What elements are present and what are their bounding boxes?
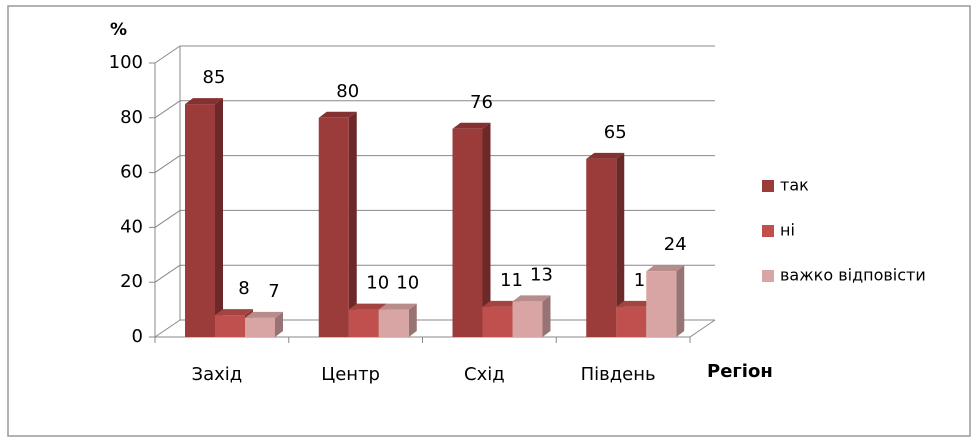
x-tick-label: Захід (192, 364, 243, 385)
bar-top (348, 303, 387, 310)
bar-top (378, 303, 417, 310)
value-label: 11 (500, 270, 523, 291)
value-label: 10 (366, 273, 389, 294)
bar-side (676, 265, 685, 337)
grid-line (154, 264, 181, 283)
legend-label: ні (780, 221, 795, 240)
legend-label: важко відповісти (780, 266, 926, 285)
grid-line (154, 209, 181, 228)
bar-top (586, 152, 625, 159)
bar (452, 128, 483, 337)
bar (215, 315, 245, 337)
y-tick-label: 0 (132, 326, 143, 347)
bar (586, 158, 617, 337)
x-tick-label: Центр (321, 364, 380, 385)
bar-side (616, 152, 625, 337)
bar (616, 306, 647, 337)
y-tick-label: 60 (120, 162, 143, 183)
bar (512, 301, 543, 337)
bar-side (542, 295, 551, 337)
bar (378, 309, 409, 337)
grid-line (154, 155, 181, 174)
y-tick-label: 100 (109, 52, 143, 73)
legend-label: так (780, 176, 809, 195)
value-label: 7 (268, 281, 279, 302)
bar-top (616, 300, 655, 307)
legend-swatch (762, 180, 774, 192)
bar-side (348, 111, 357, 337)
bar-side (408, 303, 417, 337)
value-label: 76 (470, 92, 493, 113)
floor-edge (689, 319, 716, 338)
y-tick-label: 20 (120, 271, 143, 292)
bar-top (318, 111, 357, 118)
bar-top (482, 300, 521, 307)
grid-line (154, 100, 181, 119)
grid-line (154, 45, 181, 64)
grid-line (154, 319, 181, 338)
y-tick-label: 80 (120, 107, 143, 128)
bar-top (185, 98, 223, 105)
bar-top (646, 265, 685, 272)
value-label: 85 (203, 67, 226, 88)
bar (482, 306, 513, 337)
value-label: 65 (604, 122, 627, 143)
bar (646, 271, 677, 337)
bar (348, 309, 379, 337)
x-tick-label: Схід (464, 364, 505, 385)
y-axis-label: % (110, 20, 127, 40)
y-tick-label: 40 (120, 216, 143, 237)
bar-side (482, 122, 491, 337)
value-label: 10 (396, 273, 419, 294)
bar-side (275, 311, 283, 337)
value-label: 8 (238, 278, 249, 299)
bar-top (215, 309, 253, 316)
bar-top (245, 311, 283, 318)
x-tick-label: Південь (581, 364, 656, 385)
legend-swatch (762, 270, 774, 282)
bar (245, 317, 275, 337)
bar (185, 104, 215, 337)
bar (318, 117, 349, 337)
bar-top (512, 295, 551, 302)
value-label: 80 (336, 81, 359, 102)
value-label: 24 (664, 234, 687, 255)
bar-side (215, 98, 223, 337)
legend-swatch (762, 225, 774, 237)
bar-top (452, 122, 491, 129)
x-axis-label: Регіон (707, 361, 773, 382)
value-label: 13 (530, 264, 553, 285)
